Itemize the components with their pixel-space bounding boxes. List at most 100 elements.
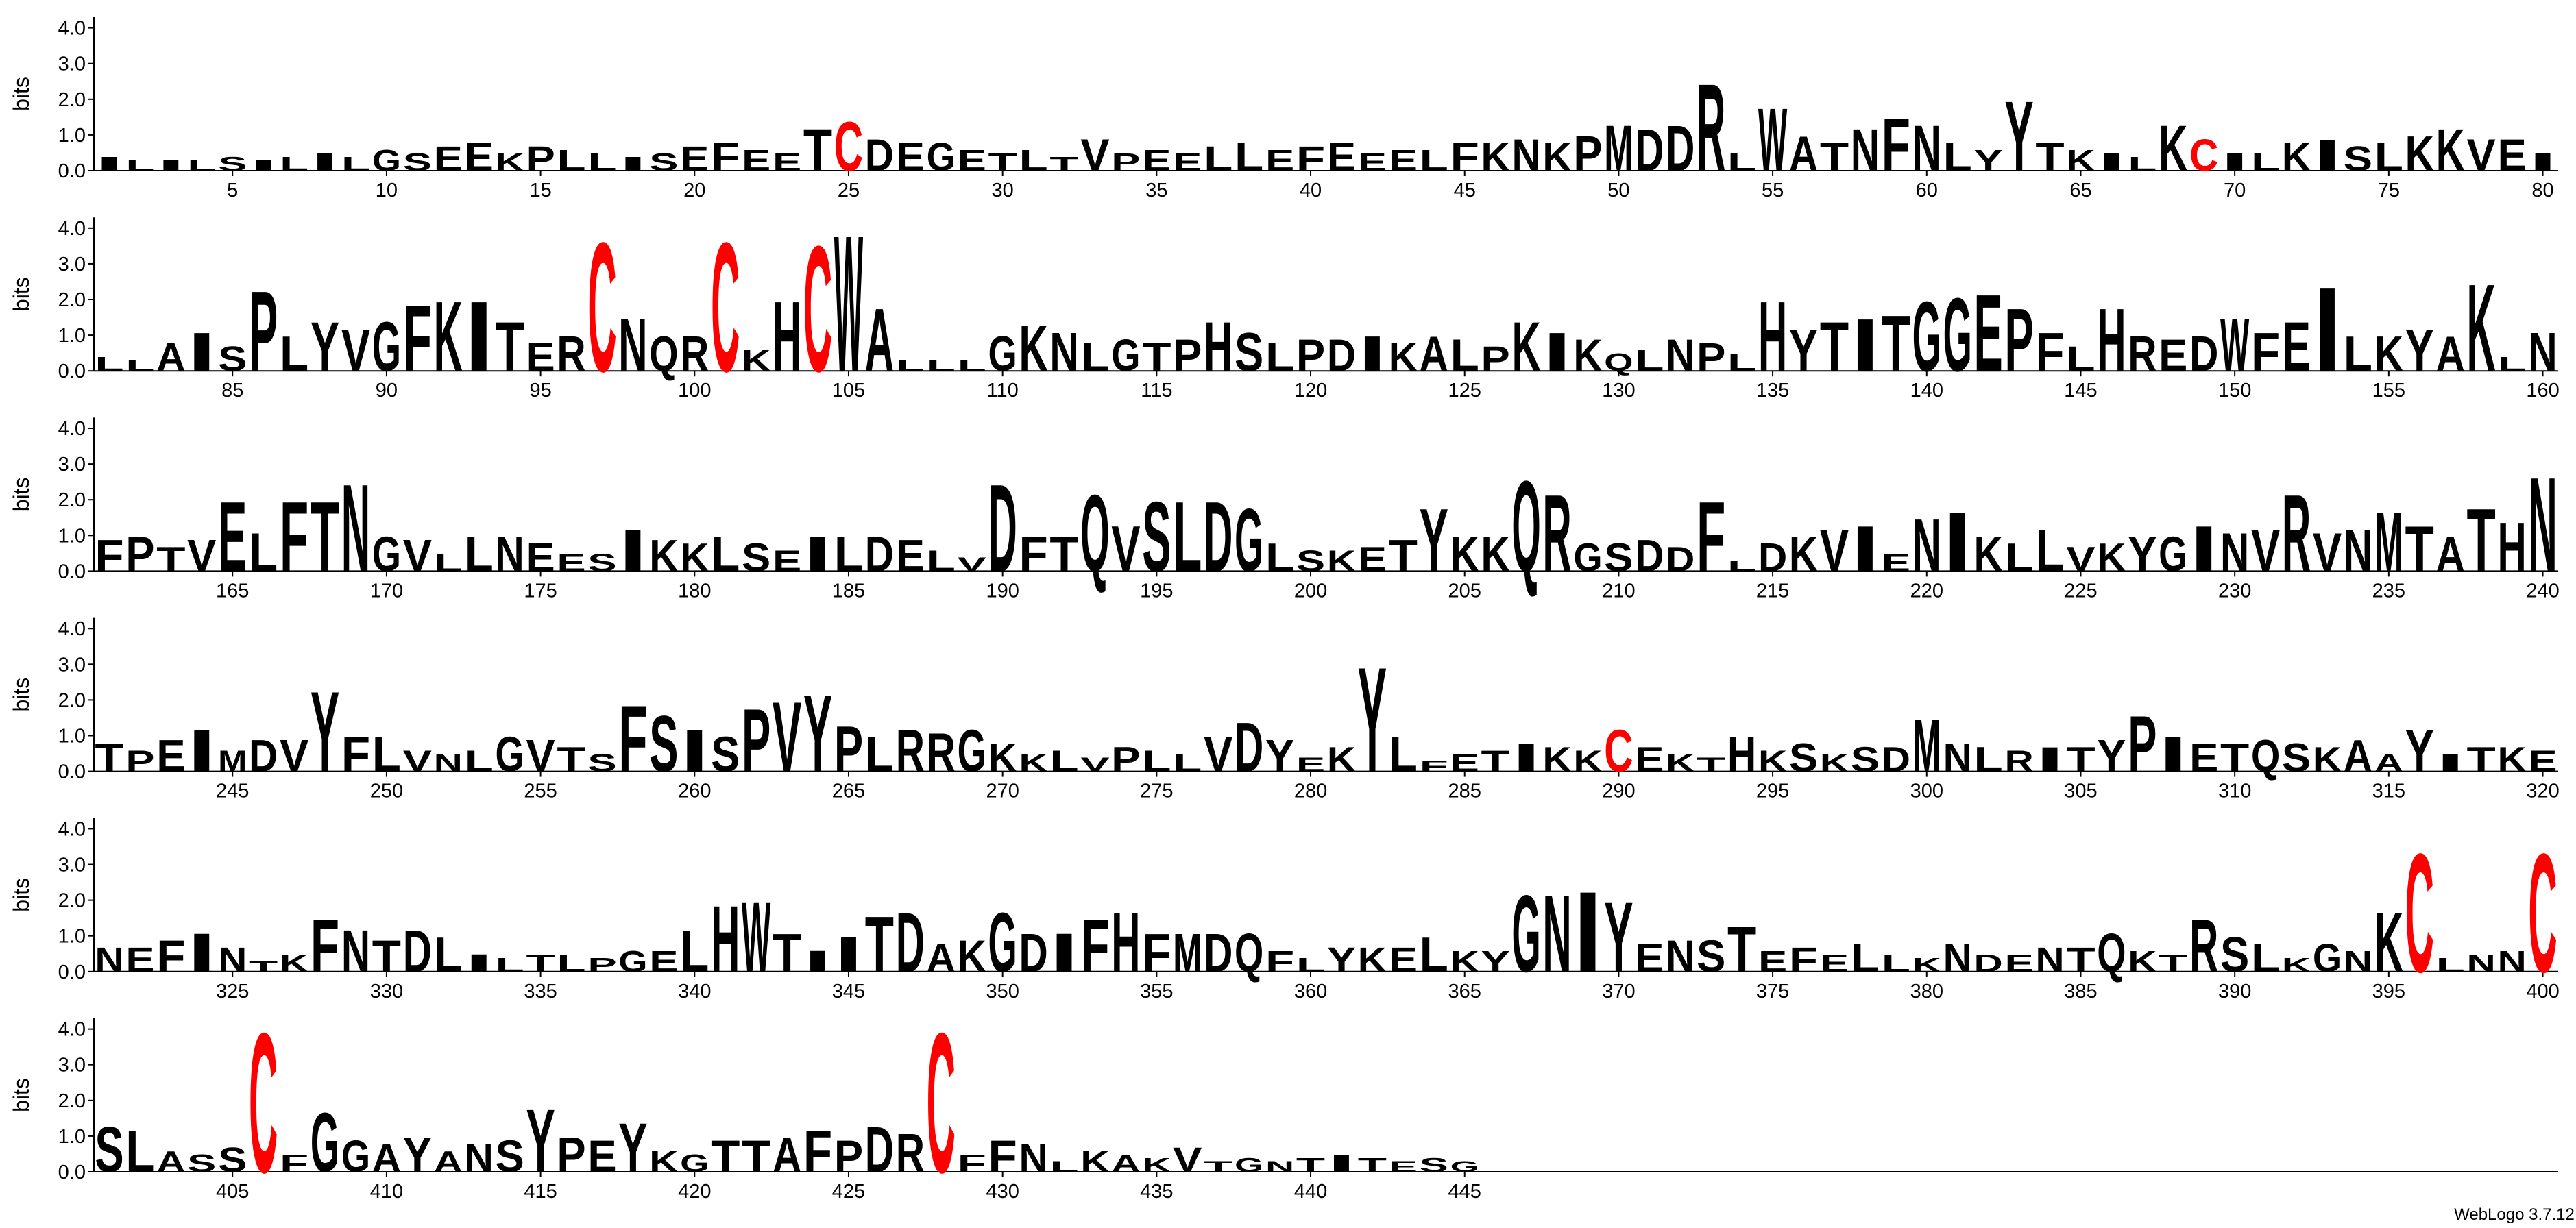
logo-letter: V: [403, 530, 432, 581]
logo-letter: A: [2374, 749, 2403, 777]
x-tick-label: 150: [2218, 380, 2251, 402]
logo-letter: L: [2374, 135, 2403, 180]
x-tick-label: 20: [683, 180, 705, 201]
y-tick-label: 2.0: [58, 890, 86, 912]
logo-letter: P: [742, 691, 770, 791]
logo-letter: K: [2374, 326, 2403, 382]
logo-letter: R: [2004, 745, 2033, 778]
logo-letter: V: [1204, 726, 1232, 783]
logo-letter: C: [249, 992, 278, 1215]
logo-letter: G: [988, 326, 1017, 382]
logo-letter: K: [496, 148, 524, 176]
logo-letter: F: [803, 1118, 832, 1185]
logo-letter: F: [1697, 482, 1725, 593]
logo-letter: D: [896, 895, 925, 990]
logo-letter: G: [680, 1149, 709, 1177]
logo-letter: Y: [526, 1091, 555, 1191]
logo-letter: S: [218, 1140, 247, 1179]
logo-letter: L: [1851, 936, 1880, 981]
logo-letter: L: [1420, 144, 1448, 177]
logo-letter: T: [865, 900, 894, 989]
logo-letter: T: [2405, 513, 2434, 585]
x-tick-label: 220: [1910, 580, 1943, 602]
logo-letter: D: [1327, 330, 1356, 381]
logo-letter: K: [2066, 144, 2095, 177]
x-tick-label: 290: [1602, 781, 1635, 802]
x-tick-label: 80: [2531, 180, 2553, 201]
logo-letter: L: [1173, 749, 1202, 777]
logo-letter: T: [1389, 530, 1418, 581]
logo-letter: D: [1235, 709, 1263, 787]
y-tick-label: 4.0: [58, 1019, 86, 1041]
logo-letter: T: [1481, 745, 1510, 778]
logo-letter: A: [1420, 326, 1448, 382]
logo-letter: F: [1019, 526, 1047, 582]
logo-letter: N: [2497, 945, 2526, 979]
x-tick-label: 105: [832, 380, 865, 402]
logo-letter: L: [2436, 953, 2465, 976]
logo-letter: T: [156, 539, 185, 578]
y-tick-label: 1.0: [58, 525, 86, 547]
logo-letter: L: [834, 526, 863, 582]
logo-letter: E: [2528, 745, 2557, 778]
logo-letter: L: [1974, 739, 2003, 778]
x-tick-label: 275: [1140, 781, 1173, 802]
logo-letter: G: [927, 135, 956, 180]
y-tick-label: 0.0: [58, 1162, 86, 1183]
logo-letter: L: [125, 358, 154, 374]
logo-letter: Y: [2405, 717, 2434, 785]
logo-letter: I: [249, 157, 278, 173]
x-tick-label: 55: [1762, 180, 1784, 201]
logo-letter: L: [434, 549, 463, 577]
logo-letter: Y: [1604, 882, 1633, 993]
y-axis-label: bits: [9, 678, 34, 712]
logo-letter: L: [341, 153, 370, 175]
logo-letter: E: [2189, 736, 2218, 781]
logo-letter: K: [1542, 135, 1571, 180]
logo-letter: L: [1235, 135, 1263, 180]
y-axis-label: bits: [9, 77, 34, 111]
logo-letter: S: [2282, 736, 2311, 781]
x-tick-label: 75: [2378, 180, 2400, 201]
logo-letter: F: [1296, 139, 1325, 178]
logo-letter: G: [311, 1095, 339, 1190]
logo-letter: K: [1511, 308, 1540, 386]
logo-letter: E: [1327, 135, 1356, 180]
x-tick-label: 310: [2218, 781, 2251, 802]
logo-letter: P: [125, 526, 154, 582]
y-tick-label: 2.0: [58, 89, 86, 111]
logo-letter: K: [649, 530, 678, 581]
logo-letter: S: [496, 1131, 524, 1181]
logo-letter: I: [2528, 148, 2557, 176]
x-tick-label: 155: [2372, 380, 2405, 402]
logo-letter: E: [896, 530, 925, 581]
x-tick-label: 205: [1448, 580, 1481, 602]
logo-letter: K: [1481, 135, 1510, 180]
logo-letter: K: [680, 535, 709, 580]
logo-letter: L: [125, 1118, 154, 1185]
logo-letter: C: [587, 205, 616, 411]
x-tick-label: 375: [1756, 981, 1789, 1003]
logo-letter: V: [187, 530, 216, 581]
logo-letter: E: [680, 139, 709, 178]
logo-letter: S: [187, 1149, 216, 1177]
logo-letter: R: [2189, 905, 2218, 988]
logo-letter: E: [896, 135, 925, 180]
x-tick-label: 160: [2526, 380, 2559, 402]
x-tick-label: 95: [529, 380, 551, 402]
logo-letter: L: [711, 526, 740, 582]
logo-letter: E: [2282, 308, 2311, 386]
logo-letter: E: [1296, 753, 1325, 776]
logo-letter: L: [927, 544, 956, 578]
logo-letter: F: [711, 135, 740, 180]
logo-letter: V: [403, 745, 432, 778]
logo-letter: P: [1481, 339, 1510, 378]
logo-letter: S: [1789, 736, 1818, 781]
logo-letter: I: [618, 153, 647, 175]
logo-letter: V: [1111, 513, 1140, 585]
logo-letter: Q: [649, 326, 678, 382]
x-tick-label: 50: [1607, 180, 1629, 201]
logo-letter: L: [1204, 139, 1232, 178]
